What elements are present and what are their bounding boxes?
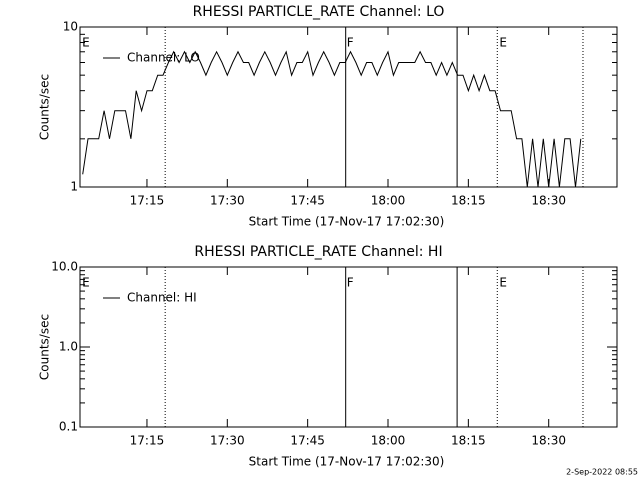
x-tick-label: 17:15 — [130, 194, 165, 208]
x-axis-label: Start Time (17-Nov-17 17:02:30) — [249, 215, 445, 229]
x-tick-label: 18:00 — [371, 194, 406, 208]
x-tick-label: 17:30 — [210, 434, 245, 448]
x-tick-label: 18:15 — [451, 434, 486, 448]
event-marker: E — [82, 36, 90, 50]
x-tick-label: 17:45 — [290, 434, 325, 448]
x-tick-label: 17:45 — [290, 194, 325, 208]
x-tick-label: 18:30 — [531, 434, 566, 448]
plot-frame — [79, 26, 618, 188]
event-marker: F — [347, 276, 354, 290]
x-tick-label: 18:30 — [531, 194, 566, 208]
chart-title: RHESSI PARTICLE_RATE Channel: LO — [193, 4, 445, 20]
x-tick-label: 18:15 — [451, 194, 486, 208]
y-tick-label: 1.0 — [59, 340, 78, 354]
chart-title: RHESSI PARTICLE_RATE Channel: HI — [194, 244, 442, 260]
y-axis-label: Counts/sec — [38, 74, 52, 140]
x-axis-label: Start Time (17-Nov-17 17:02:30) — [249, 455, 445, 469]
footer: 2-Sep-2022 08:55 — [566, 468, 638, 477]
event-marker: F — [347, 36, 354, 50]
x-tick-label: 18:00 — [371, 434, 406, 448]
y-tick-label: 10 — [63, 20, 78, 34]
legend-label: Channel: HI — [127, 291, 197, 305]
y-tick-label: 10.0 — [51, 260, 78, 274]
event-marker: E — [499, 36, 507, 50]
y-tick-label: 0.1 — [59, 420, 78, 434]
event-marker: E — [82, 276, 90, 290]
event-marker: E — [499, 276, 507, 290]
x-tick-label: 17:30 — [210, 194, 245, 208]
data-line — [82, 50, 582, 188]
legend-label: Channel: LO — [127, 51, 200, 65]
y-tick-label: 1 — [70, 180, 78, 194]
y-axis-label: Counts/sec — [38, 314, 52, 380]
x-tick-label: 17:15 — [130, 434, 165, 448]
